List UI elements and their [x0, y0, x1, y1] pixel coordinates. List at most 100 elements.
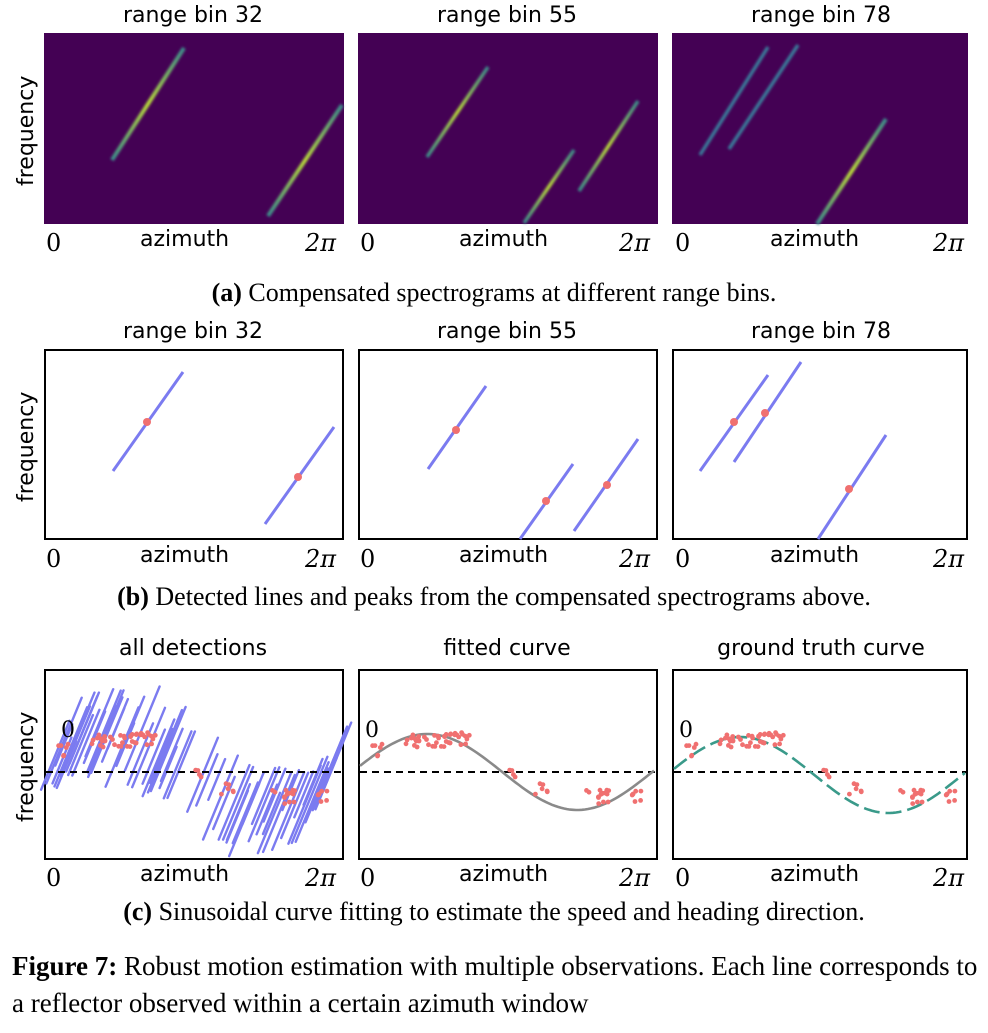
detected-line	[279, 771, 310, 840]
detection-point	[118, 744, 124, 749]
detection-point	[149, 741, 154, 747]
detection-point	[438, 744, 444, 749]
detected-line	[217, 763, 251, 841]
detection-point	[120, 740, 125, 746]
detected-line	[256, 771, 293, 855]
detection-point	[379, 741, 385, 747]
detection-point	[823, 768, 829, 773]
detected-line	[158, 745, 178, 790]
detection-point	[509, 768, 515, 773]
detection-point	[404, 737, 410, 743]
detected-line	[270, 770, 306, 852]
row-c-xlabel-2: azimuth	[459, 862, 549, 887]
detected-line	[262, 767, 287, 823]
detection-point	[727, 738, 733, 744]
detected-line	[68, 691, 101, 765]
detection-point	[749, 733, 755, 739]
detection-point	[511, 772, 516, 777]
detection-point	[424, 737, 429, 742]
detection-point	[633, 788, 639, 794]
detected-line	[148, 727, 174, 785]
row-b-xlabel-2: azimuth	[459, 543, 549, 568]
detected-line	[149, 705, 187, 793]
detection-point	[403, 741, 409, 747]
detection-point	[90, 737, 96, 743]
detected-line	[207, 757, 227, 802]
figure-caption-text: Robust motion estimation with multiple o…	[12, 951, 978, 1018]
detected-line	[59, 691, 96, 777]
detection-point	[447, 732, 453, 737]
row-b-title-1: range bin 32	[123, 319, 263, 344]
detection-point	[287, 799, 292, 805]
detection-point	[197, 772, 202, 777]
detection-point	[686, 743, 692, 748]
detection-point	[780, 732, 786, 738]
detected-line	[302, 757, 324, 807]
detection-point	[638, 798, 643, 803]
detection-point	[773, 730, 778, 735]
detection-point	[596, 801, 602, 806]
detection-point	[372, 743, 378, 748]
row-b-xtick-start-1: 0	[46, 545, 62, 573]
row-a-xtick-end-2: 2π	[619, 229, 651, 257]
detection-point	[223, 781, 229, 787]
detection-point	[605, 799, 611, 805]
detection-point	[911, 787, 917, 793]
row-b-xlabel-3: azimuth	[770, 543, 860, 568]
detection-point	[910, 794, 915, 800]
row-a-xlabel-1: azimuth	[140, 227, 230, 252]
detected-line	[250, 766, 277, 826]
detection-point	[723, 735, 728, 741]
all-detections-plot	[39, 669, 353, 860]
detected-line	[123, 685, 161, 772]
detection-point	[291, 799, 297, 805]
row-b-xtick-start-2: 0	[360, 545, 376, 573]
row-c-xlabel-3: azimuth	[770, 862, 860, 887]
detected-line	[261, 791, 282, 836]
detected-line	[221, 765, 255, 841]
detected-line	[294, 760, 330, 844]
detection-point	[225, 786, 231, 792]
detection-point	[952, 788, 958, 794]
row-c-xlabel-1: azimuth	[140, 862, 230, 887]
detection-point	[124, 744, 130, 749]
detection-point	[757, 739, 763, 744]
detected-line	[39, 719, 71, 791]
detection-point	[459, 730, 464, 735]
detected-line	[106, 707, 126, 750]
detection-point	[770, 734, 776, 740]
detection-point	[847, 791, 852, 797]
detection-point	[58, 743, 64, 748]
detection-point	[738, 737, 743, 742]
detection-point	[133, 732, 139, 737]
detection-point	[730, 734, 736, 739]
detection-point	[601, 799, 606, 805]
detection-point	[142, 734, 148, 740]
detection-point	[416, 734, 422, 739]
row-b-caption-text: Detected lines and peaks from the compen…	[148, 582, 871, 611]
detected-line	[141, 718, 176, 798]
detection-point	[761, 740, 767, 746]
detection-point	[918, 787, 924, 793]
detection-point	[947, 788, 953, 794]
detection-point	[324, 788, 330, 794]
detected-line	[117, 695, 146, 761]
detection-point	[100, 744, 106, 750]
detection-point	[432, 744, 438, 749]
detection-point	[689, 753, 694, 759]
row-c-caption-label: (c)	[123, 897, 153, 926]
detection-point	[638, 788, 644, 794]
detection-point	[283, 787, 289, 793]
detection-point	[282, 801, 288, 806]
detection-point	[746, 744, 752, 749]
detection-point	[152, 732, 158, 738]
detection-point	[597, 787, 603, 793]
detected-line	[225, 782, 252, 842]
figure-caption-label: Figure 7:	[12, 951, 118, 981]
detection-plot-2	[358, 349, 658, 540]
detection-point	[138, 732, 144, 738]
row-c-title-3: ground truth curve	[717, 636, 925, 661]
spectrogram-1	[44, 33, 344, 224]
detection-point	[443, 732, 449, 737]
detection-point	[110, 737, 115, 742]
